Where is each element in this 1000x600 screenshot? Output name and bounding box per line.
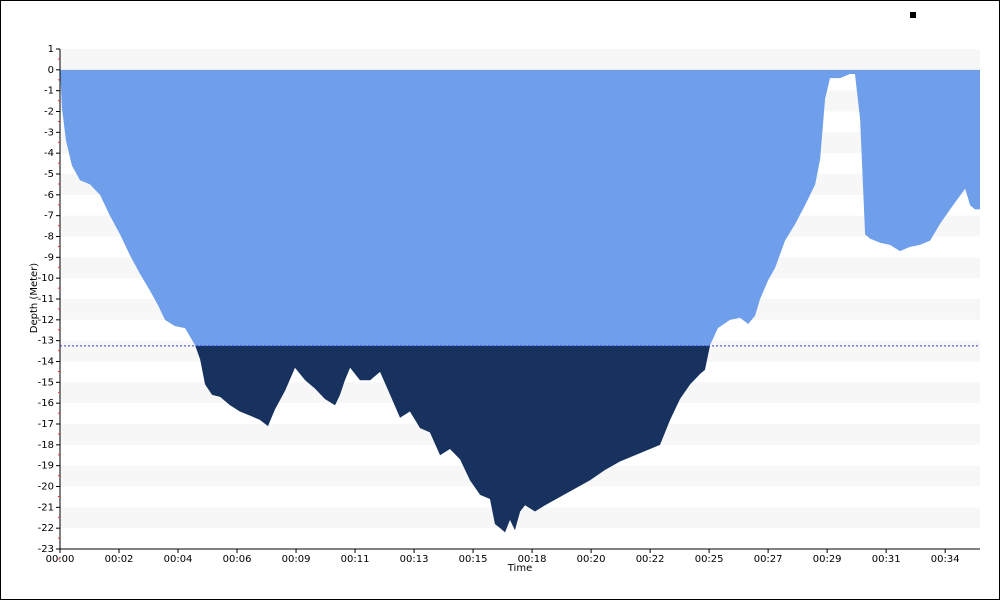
- grid-band: [60, 507, 980, 529]
- y-tick-label: -22: [38, 523, 54, 534]
- x-tick-label: 00:00: [46, 554, 75, 565]
- x-tick-label: 00:09: [282, 554, 311, 565]
- y-tick-label: -14: [38, 357, 54, 368]
- y-tick-label: -10: [38, 273, 54, 284]
- grid-band: [60, 49, 980, 70]
- y-tick-label: -13: [38, 336, 54, 347]
- x-tick-label: 00:13: [400, 554, 429, 565]
- x-tick-label: 00:22: [636, 554, 665, 565]
- x-tick-label: 00:15: [459, 554, 488, 565]
- y-tick-label: -15: [38, 377, 54, 388]
- y-tick-label: -16: [38, 398, 54, 409]
- y-tick-label: -4: [44, 148, 54, 159]
- y-tick-label: 1: [48, 44, 54, 55]
- x-tick-label: 00:25: [695, 554, 724, 565]
- y-tick-label: -8: [44, 232, 54, 243]
- y-tick-label: -19: [38, 461, 54, 472]
- y-tick-label: -9: [44, 252, 54, 263]
- x-axis-label: Time: [507, 563, 532, 574]
- y-tick-label: -5: [44, 169, 54, 180]
- y-tick-label: -2: [44, 107, 54, 118]
- y-tick-label: -21: [38, 502, 54, 513]
- area-below: [195, 345, 710, 533]
- x-tick-label: 00:29: [813, 554, 842, 565]
- y-tick-label: -6: [44, 190, 54, 201]
- y-tick-label: -20: [38, 482, 54, 493]
- y-tick-label: -3: [44, 127, 54, 138]
- y-tick-label: -17: [38, 419, 54, 430]
- x-tick-label: 00:02: [105, 554, 134, 565]
- x-tick-label: 00:18: [518, 554, 547, 565]
- y-tick-label: -7: [44, 211, 54, 222]
- y-tick-label: -23: [38, 544, 54, 555]
- area-above: [60, 69, 980, 346]
- x-tick-label: 00:31: [872, 554, 901, 565]
- x-tick-label: 00:06: [223, 554, 252, 565]
- x-tick-label: 00:34: [931, 554, 960, 565]
- x-tick-label: 00:27: [754, 554, 783, 565]
- y-tick-label: -11: [38, 294, 54, 305]
- y-tick-label: -18: [38, 440, 54, 451]
- y-tick-label: -12: [38, 315, 54, 326]
- x-tick-label: 00:04: [164, 554, 193, 565]
- x-tick-label: 00:11: [341, 554, 370, 565]
- y-tick-label: 0: [48, 65, 54, 76]
- y-axis-label: Depth (Meter): [29, 263, 40, 334]
- marker: [910, 12, 916, 18]
- y-tick-label: -1: [44, 86, 54, 97]
- x-tick-label: 00:20: [577, 554, 606, 565]
